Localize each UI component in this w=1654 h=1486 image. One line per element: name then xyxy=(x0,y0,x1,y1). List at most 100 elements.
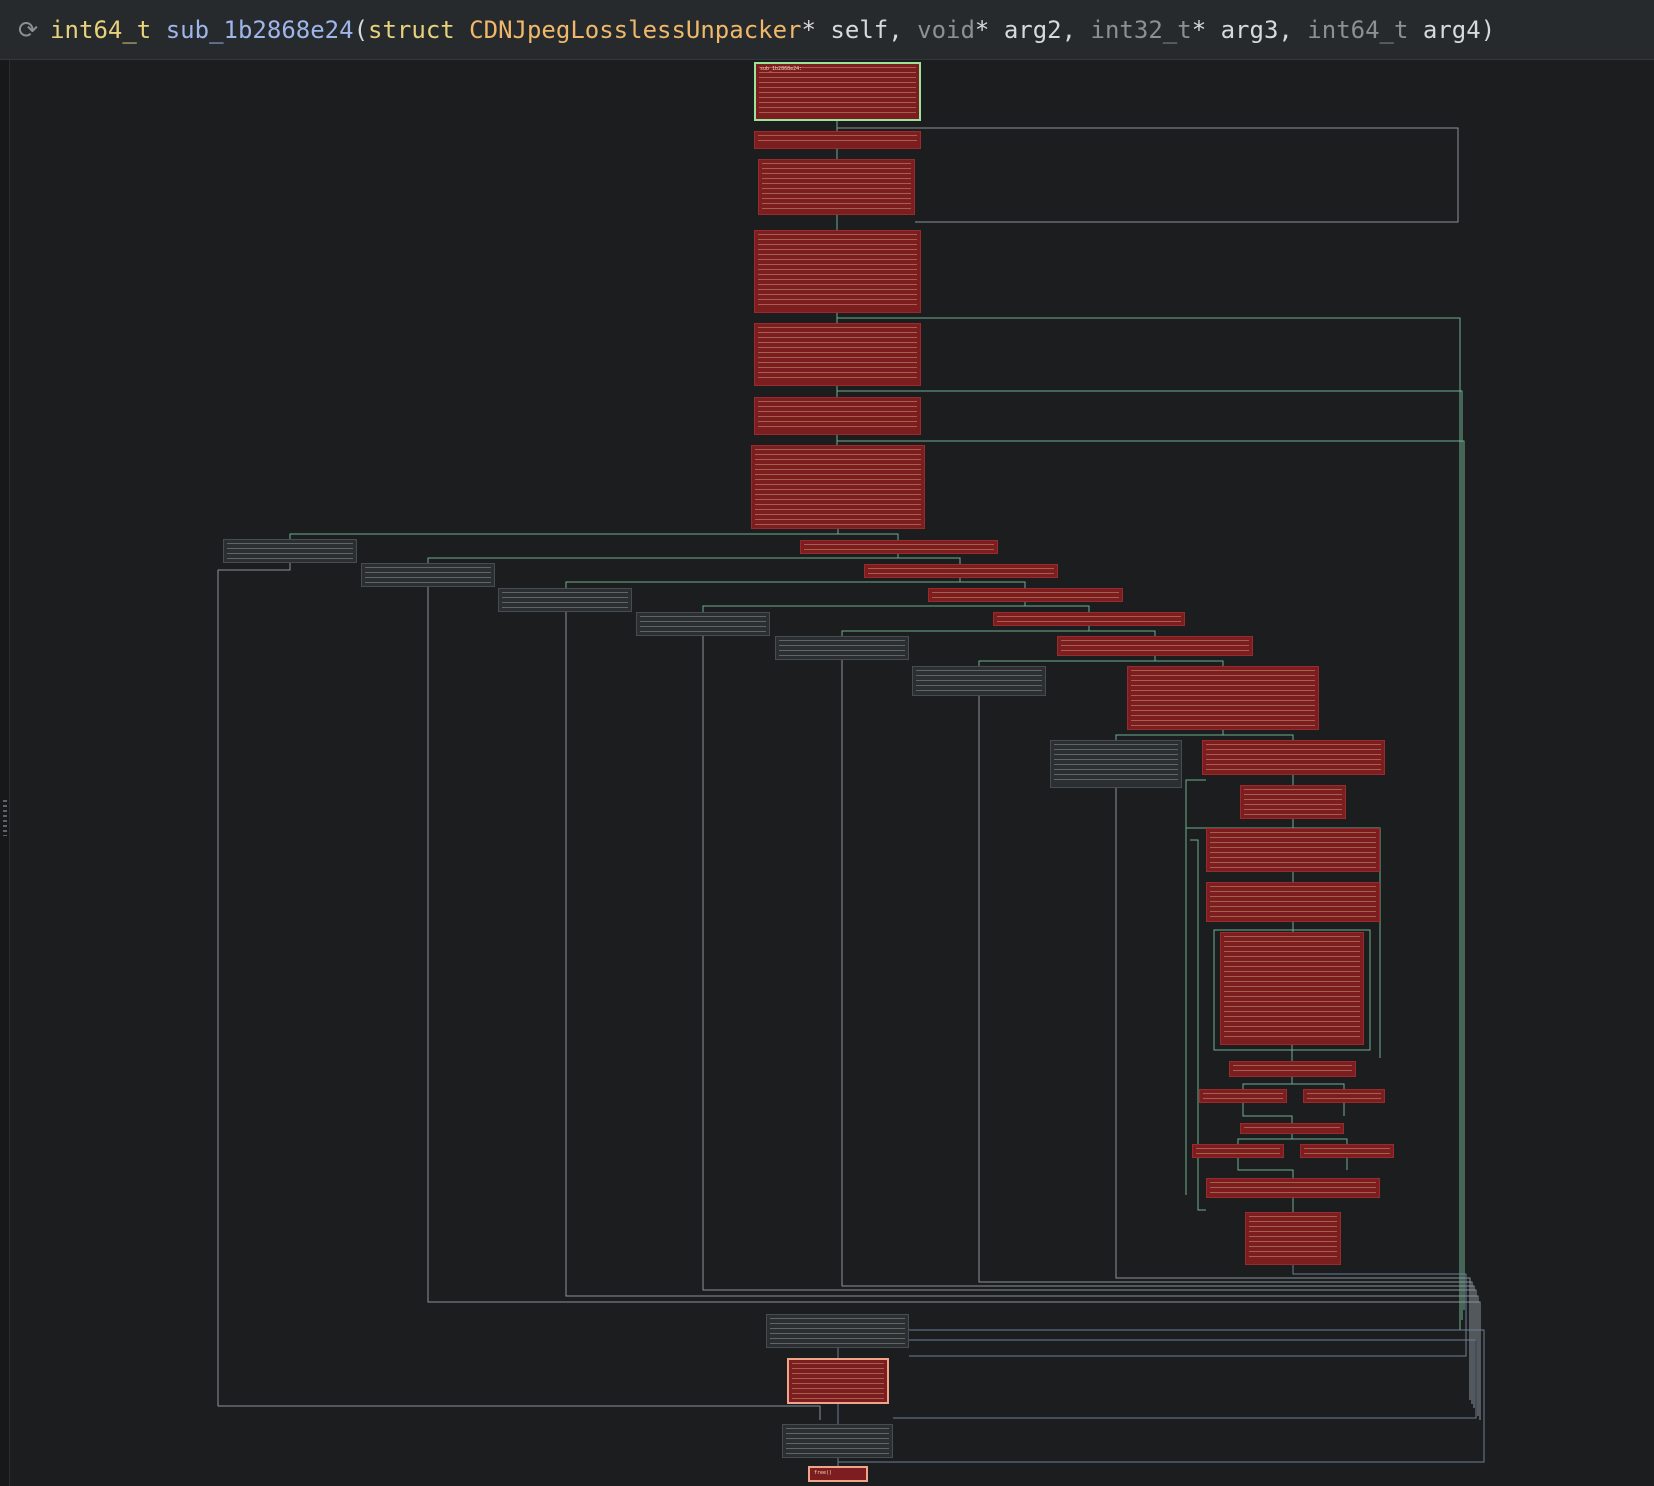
block-code xyxy=(792,1363,884,1399)
basic-block[interactable] xyxy=(864,564,1058,578)
basic-block[interactable] xyxy=(766,1314,909,1348)
cleanup-block[interactable] xyxy=(787,1358,889,1404)
basic-block[interactable] xyxy=(1206,828,1380,872)
function-signature-bar: ⟳ int64_t sub_1b2868e24(struct CDNJpegLo… xyxy=(0,0,1654,60)
cfg-edge xyxy=(841,660,1475,1408)
return-type: int64_t xyxy=(50,15,152,44)
cfg-edge xyxy=(1292,1138,1348,1144)
param4-name[interactable]: arg4 xyxy=(1422,15,1481,44)
param2-name[interactable]: arg2 xyxy=(1003,15,1062,44)
exception-block[interactable] xyxy=(1050,740,1182,788)
basic-block[interactable] xyxy=(782,1424,893,1458)
block-code xyxy=(758,401,917,431)
cfg-edge xyxy=(427,587,1481,1420)
cfg-edge xyxy=(978,696,1473,1404)
block-code xyxy=(770,1318,905,1344)
basic-block[interactable] xyxy=(993,612,1185,626)
block-code xyxy=(1196,1148,1280,1154)
basic-block[interactable] xyxy=(758,159,915,215)
cfg-edge xyxy=(1237,1134,1293,1144)
cfg-edge xyxy=(1213,929,1371,1051)
block-code xyxy=(1054,744,1178,784)
exit-block[interactable]: free() xyxy=(808,1466,868,1482)
basic-block[interactable] xyxy=(1199,1089,1287,1103)
exception-block[interactable] xyxy=(636,612,770,636)
basic-block[interactable] xyxy=(1240,1123,1344,1134)
block-code xyxy=(758,327,917,382)
block-code xyxy=(640,616,766,632)
cfg-edge xyxy=(898,557,961,564)
basic-block[interactable] xyxy=(1202,740,1385,775)
basic-block[interactable] xyxy=(751,445,925,529)
exception-block[interactable] xyxy=(912,666,1046,696)
block-code xyxy=(227,543,353,559)
exception-block[interactable] xyxy=(498,588,632,612)
block-code xyxy=(1233,1065,1352,1073)
block-code xyxy=(868,568,1054,574)
param1-pointer: * xyxy=(801,15,816,44)
basic-block[interactable] xyxy=(1300,1144,1394,1158)
basic-block[interactable] xyxy=(1229,1061,1356,1077)
separator: , xyxy=(1061,15,1077,44)
basic-block[interactable] xyxy=(1245,1212,1341,1265)
cfg-edge xyxy=(1223,734,1294,740)
grip-icon xyxy=(3,800,7,836)
block-code xyxy=(1210,832,1376,868)
block-code xyxy=(804,544,994,550)
basic-block[interactable] xyxy=(754,397,921,435)
basic-block[interactable] xyxy=(1192,1144,1284,1158)
basic-block[interactable] xyxy=(754,131,921,149)
cfg-edge xyxy=(1155,660,1224,666)
cfg-edge xyxy=(427,554,899,563)
exception-block[interactable] xyxy=(223,539,357,563)
sidebar-resize-handle[interactable] xyxy=(0,60,10,1486)
block-code xyxy=(1206,744,1381,771)
cfg-edge xyxy=(1089,630,1156,636)
refresh-icon[interactable]: ⟳ xyxy=(18,15,39,44)
cfg-edge xyxy=(1292,1083,1345,1089)
param1-type[interactable]: CDNJpegLosslessUnpacker xyxy=(469,15,802,44)
cfg-edge xyxy=(837,440,1465,1310)
basic-block[interactable] xyxy=(1057,636,1253,656)
basic-block[interactable] xyxy=(1206,882,1380,922)
block-code xyxy=(365,567,491,583)
basic-block[interactable] xyxy=(800,540,998,554)
cfg-edge xyxy=(1190,839,1206,1211)
basic-block[interactable] xyxy=(928,588,1123,602)
block-code xyxy=(502,592,628,608)
block-code xyxy=(758,234,917,309)
function-signature: int64_t sub_1b2868e24(struct CDNJpegLoss… xyxy=(50,16,1495,44)
cfg-edge xyxy=(837,317,1461,1330)
block-code xyxy=(762,163,911,211)
param3-name[interactable]: arg3 xyxy=(1220,15,1279,44)
cfg-edge xyxy=(960,581,1026,588)
cfg-edge xyxy=(702,602,1026,612)
cfg-edge xyxy=(1185,779,1206,1195)
cfg-edge xyxy=(838,1329,1485,1463)
basic-block[interactable] xyxy=(1240,785,1346,819)
entry-block[interactable]: sub_1b2868e24: xyxy=(754,62,921,121)
cfg-edge xyxy=(837,127,1459,223)
exception-block[interactable] xyxy=(361,563,495,587)
cfg-edge xyxy=(1115,730,1224,740)
block-code xyxy=(1131,670,1315,726)
basic-block[interactable] xyxy=(1220,932,1364,1045)
param1-name[interactable]: self xyxy=(830,15,889,44)
block-code xyxy=(1249,1216,1337,1261)
function-name[interactable]: sub_1b2868e24 xyxy=(165,15,354,44)
cfg-edge xyxy=(978,656,1156,666)
cfg-edge xyxy=(893,1339,1477,1419)
basic-block[interactable] xyxy=(1303,1089,1385,1103)
basic-block[interactable] xyxy=(1127,666,1319,730)
cfg-edge xyxy=(1025,605,1090,612)
open-paren: ( xyxy=(353,15,369,44)
block-code xyxy=(779,640,905,656)
cfg-edge xyxy=(838,533,899,540)
exception-block[interactable] xyxy=(775,636,909,660)
param4-type: int64_t xyxy=(1307,15,1409,44)
basic-block[interactable] xyxy=(754,230,921,313)
basic-block[interactable] xyxy=(754,323,921,386)
basic-block[interactable] xyxy=(1206,1178,1380,1198)
param1-keyword: struct xyxy=(368,15,455,44)
